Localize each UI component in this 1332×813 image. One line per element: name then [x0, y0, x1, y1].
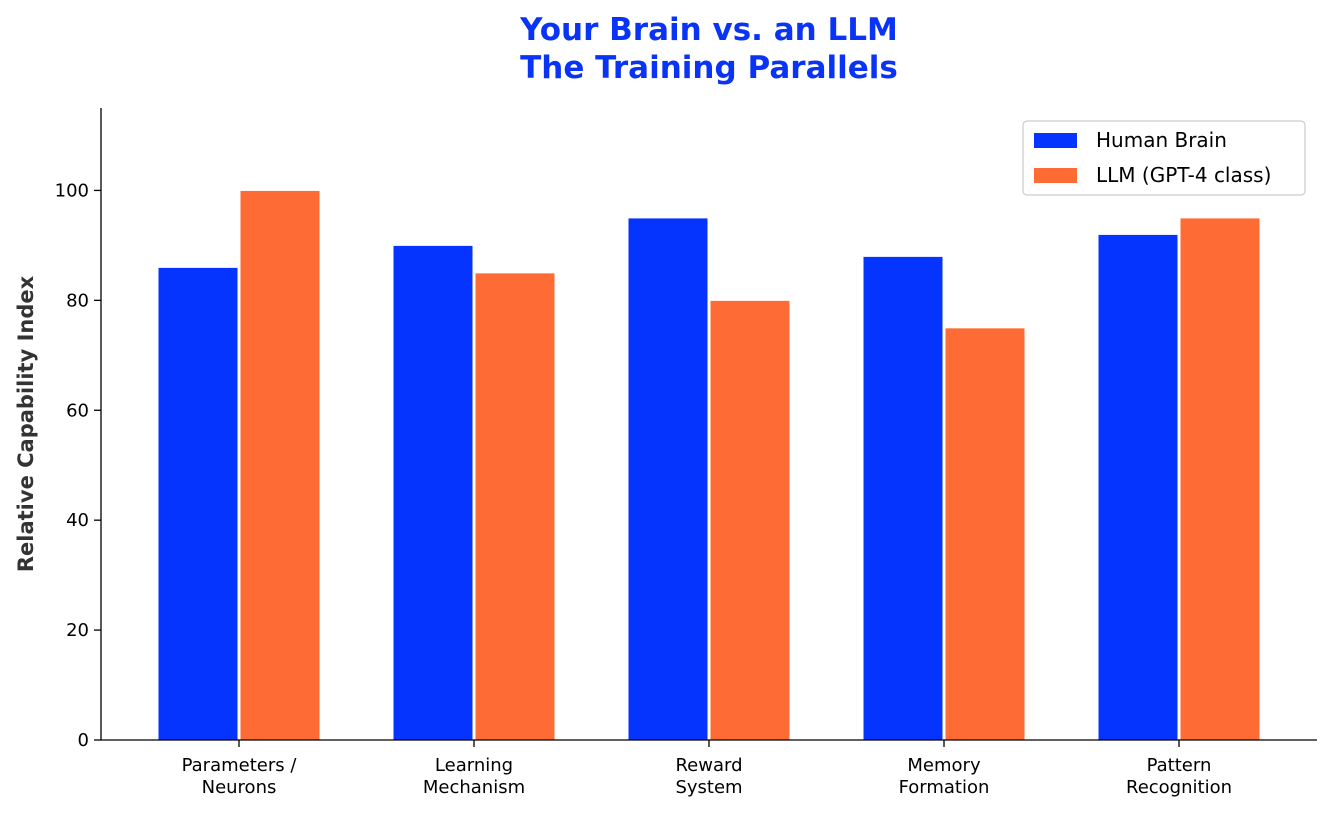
bar-human-brain: Human Brain: 90: [392, 244, 474, 741]
bar-human-brain: Human Brain: 86: [157, 266, 239, 741]
y-tick-label: 0: [78, 730, 89, 751]
y-tick-label: 60: [66, 400, 89, 421]
x-tick-label: Learning: [435, 755, 513, 776]
legend-label: Human Brain: [1096, 128, 1227, 152]
x-tick-label: System: [675, 777, 742, 798]
y-tick-label: 20: [66, 620, 89, 641]
bar-human-brain: Human Brain: 92: [1097, 233, 1179, 741]
legend-swatch: [1034, 168, 1077, 183]
x-tick-label: Formation: [899, 777, 990, 798]
y-tick-label: 40: [66, 510, 89, 531]
bars: Human Brain: 86 Human Brain: 90 Human Brai…: [157, 189, 1261, 741]
legend-label: LLM (GPT-4 class): [1096, 163, 1271, 187]
x-tick-label: Parameters /: [182, 755, 298, 776]
x-tick-label: Reward: [675, 755, 742, 776]
legend-swatch: [1034, 133, 1077, 148]
legend: Human Brain LLM (GPT-4 class): [1022, 120, 1306, 196]
bar-llm: LLM (GPT-4 class): 80: [709, 299, 791, 741]
y-axis-label-group: Relative Capability Index: [14, 275, 38, 572]
chart-title-line: Your Brain vs. an LLM: [519, 12, 898, 48]
chart-title-line: The Training Parallels: [520, 50, 898, 86]
x-tick-label: Memory: [907, 755, 981, 776]
x-tick-label: Recognition: [1126, 777, 1232, 798]
y-axis-ticks: 0 20 40 60 80 100: [55, 180, 101, 751]
bar-human-brain: Human Brain: 88: [862, 255, 944, 741]
bar-llm: LLM (GPT-4 class): 100: [239, 189, 321, 741]
bar-human-brain: Human Brain: 95: [627, 217, 709, 741]
y-tick-label: 80: [66, 290, 89, 311]
x-tick-label: Mechanism: [423, 777, 525, 798]
bar-llm: LLM (GPT-4 class): 95: [1179, 217, 1261, 741]
x-tick-label: Neurons: [202, 777, 277, 798]
bar-llm: LLM (GPT-4 class): 85: [474, 272, 556, 741]
x-tick-label: Pattern: [1147, 755, 1212, 776]
bar-llm: LLM (GPT-4 class): 75: [944, 327, 1026, 741]
y-axis-label: Relative Capability Index: [14, 275, 38, 572]
legend-box: [1022, 120, 1306, 196]
y-tick-label: 100: [55, 180, 89, 201]
